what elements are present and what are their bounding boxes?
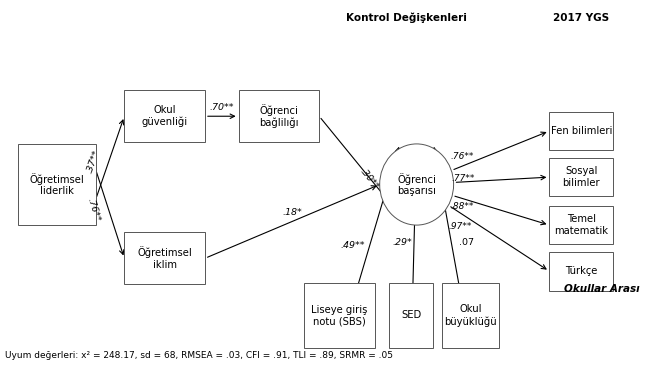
FancyBboxPatch shape — [124, 232, 205, 284]
Text: 2017 YGS: 2017 YGS — [553, 13, 610, 23]
Text: .97**: .97** — [448, 222, 472, 231]
Text: Liseye giriş
notu (SBS): Liseye giriş notu (SBS) — [311, 305, 368, 326]
Text: Öğrenci
başarısı: Öğrenci başarısı — [397, 173, 436, 196]
FancyBboxPatch shape — [442, 283, 499, 348]
Text: Fen bilimleri: Fen bilimleri — [550, 126, 612, 136]
FancyBboxPatch shape — [550, 111, 613, 151]
Text: SED: SED — [401, 310, 421, 321]
FancyBboxPatch shape — [550, 252, 613, 291]
Text: .07: .07 — [459, 238, 474, 246]
Text: Okul
güvenliği: Okul güvenliği — [142, 105, 187, 127]
Text: Kontrol Değişkenleri: Kontrol Değişkenleri — [346, 13, 467, 23]
Text: .76**: .76** — [450, 152, 474, 161]
FancyBboxPatch shape — [124, 90, 205, 142]
FancyBboxPatch shape — [550, 158, 613, 196]
FancyBboxPatch shape — [239, 90, 319, 142]
Text: .77**: .77** — [452, 173, 475, 183]
Text: Öğretimsel
iklim: Öğretimsel iklim — [137, 246, 192, 270]
Text: .76**: .76** — [85, 197, 101, 223]
Text: .88**: .88** — [451, 202, 474, 211]
Text: .29*: .29* — [392, 238, 412, 246]
Ellipse shape — [380, 144, 454, 225]
Text: .70**: .70** — [210, 103, 234, 111]
FancyBboxPatch shape — [19, 144, 95, 225]
Text: Okul
büyüklüğü: Okul büyüklüğü — [444, 304, 497, 327]
Text: .18*: .18* — [282, 208, 302, 217]
Text: .37**: .37** — [85, 148, 101, 175]
Text: .49**: .49** — [341, 241, 365, 250]
Text: Temel
matematik: Temel matematik — [554, 214, 608, 236]
Text: Uyum değerleri: x² = 248.17, sd = 68, RMSEA = .03, CFI = .91, TLI = .89, SRMR = : Uyum değerleri: x² = 248.17, sd = 68, RM… — [5, 351, 393, 360]
Text: Öğretimsel
liderlik: Öğretimsel liderlik — [30, 173, 85, 196]
Text: Sosyal
bilimler: Sosyal bilimler — [562, 166, 600, 188]
FancyBboxPatch shape — [304, 283, 375, 348]
Text: .30**: .30** — [358, 167, 381, 191]
Text: Türkçe: Türkçe — [565, 266, 597, 276]
Text: Öğrenci
bağlilığı: Öğrenci bağlilığı — [259, 104, 298, 128]
FancyBboxPatch shape — [390, 283, 433, 348]
FancyBboxPatch shape — [550, 206, 613, 244]
Text: Okullar Arası: Okullar Arası — [564, 284, 639, 294]
